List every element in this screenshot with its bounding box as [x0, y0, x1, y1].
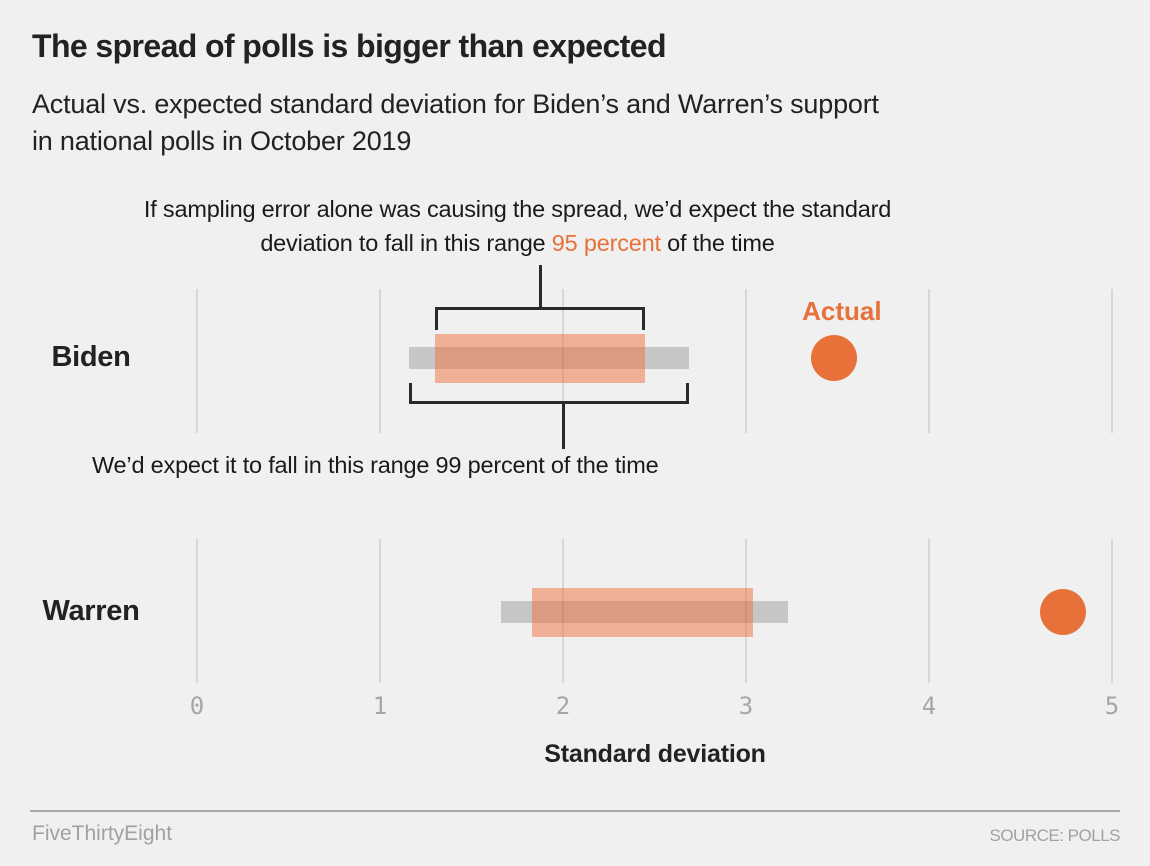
- x-tick-label: 3: [738, 692, 754, 720]
- x-axis-title: Standard deviation: [544, 740, 766, 768]
- chart-subtitle: Actual vs. expected standard deviation f…: [32, 86, 879, 160]
- actual-legend-label: Actual: [802, 296, 882, 326]
- x-tick-label: 2: [555, 692, 571, 720]
- bracket-99-connector: [561, 402, 565, 449]
- gridline: [928, 539, 930, 683]
- row-label: Warren: [42, 595, 140, 627]
- chart-subtitle-line2: in national polls in October 2019: [32, 126, 412, 156]
- x-tick-label: 5: [1104, 692, 1120, 720]
- gridline: [379, 289, 381, 433]
- x-tick-label: 0: [189, 692, 205, 720]
- actual-value-dot: [810, 335, 857, 381]
- annotation-95-percent: If sampling error alone was causing the …: [30, 192, 1005, 260]
- x-tick-label: 4: [921, 692, 937, 720]
- gridline: [196, 539, 198, 683]
- expected-95-band: [531, 588, 754, 637]
- annotation-95-prefix: deviation to fall in this range: [260, 230, 552, 256]
- bracket-99: [409, 383, 690, 404]
- footer-brand: FiveThirtyEight: [32, 822, 173, 845]
- gridline: [379, 539, 381, 683]
- row-label: Biden: [51, 341, 131, 373]
- annotation-95-line1: If sampling error alone was causing the …: [143, 196, 892, 222]
- footer-source: SOURCE: POLLS: [989, 826, 1121, 845]
- actual-value-dot: [1039, 589, 1086, 635]
- chart-subtitle-line1: Actual vs. expected standard deviation f…: [32, 89, 879, 119]
- bracket-95-connector: [538, 265, 542, 309]
- bracket-95: [434, 307, 646, 330]
- footer-divider: [30, 810, 1120, 812]
- annotation-95-suffix: of the time: [660, 230, 775, 256]
- gridline: [1111, 289, 1113, 433]
- annotation-99-percent: We’d expect it to fall in this range 99 …: [92, 452, 659, 478]
- gridline: [196, 289, 198, 433]
- gridline: [745, 289, 747, 433]
- gridline: [928, 289, 930, 433]
- page-title: The spread of polls is bigger than expec…: [32, 28, 666, 64]
- gridline: [1111, 539, 1113, 683]
- x-tick-label: 1: [372, 692, 388, 720]
- annotation-95-highlight: 95 percent: [551, 230, 661, 256]
- expected-95-band: [434, 334, 646, 383]
